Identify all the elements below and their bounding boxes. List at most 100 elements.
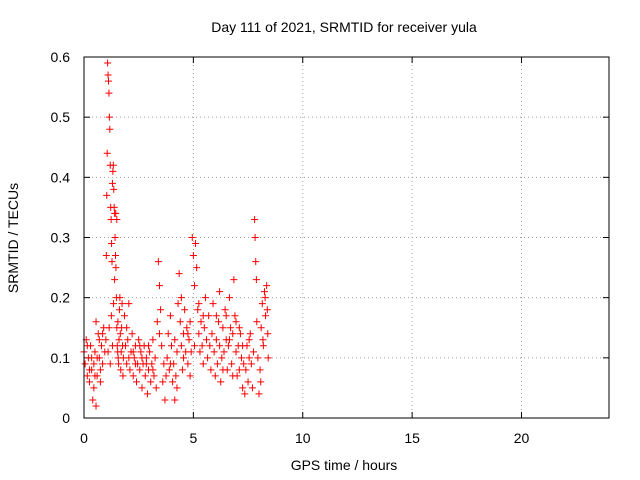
data-point [129,372,137,380]
data-point [158,342,166,350]
data-point [104,348,112,356]
data-point [105,77,112,85]
data-point [109,161,117,169]
data-point [185,336,193,344]
data-point [114,318,122,326]
data-point [198,342,206,350]
data-point [89,396,97,404]
data-point [166,360,174,368]
data-point [220,348,228,356]
data-point [113,215,121,223]
data-point [98,342,105,350]
axis-ticks: 0 0.1 0.2 0.3 0.4 0.5 0.6 0 5 10 15 20 [51,49,609,446]
data-point [96,366,104,374]
data-point [190,282,198,290]
data-point [187,348,195,356]
data-point [239,342,247,350]
data-point [104,71,112,79]
x-tick-label: 0 [80,430,88,446]
data-point [157,306,165,314]
data-point [225,336,233,344]
data-point [262,312,270,320]
data-point [244,378,252,386]
data-point [228,360,236,368]
data-point [105,89,113,97]
data-point [229,330,237,338]
data-point [235,324,243,332]
data-point [199,360,207,368]
data-point [245,336,253,344]
data-point [125,354,133,362]
data-point [231,312,239,320]
data-point [238,354,245,362]
data-point [136,342,144,350]
data-point [85,378,93,386]
data-point [155,330,163,338]
data-point [250,348,258,356]
data-point [126,366,134,374]
data-point [225,294,233,302]
data-point [166,312,174,320]
data-point [115,336,123,344]
data-point [115,360,123,368]
x-axis-label: GPS time / hours [291,457,398,473]
data-point [197,318,205,326]
data-point [203,336,210,344]
data-point [145,342,153,350]
data-point [209,300,217,308]
data-point [131,360,139,368]
data-point [107,312,115,320]
data-point [122,342,130,350]
data-point [210,348,218,356]
data-point [173,384,181,392]
data-point [255,390,263,398]
chart-title: Day 111 of 2021, SRMTID for receiver yul… [211,19,477,35]
data-point [103,191,111,199]
data-point [175,270,183,278]
data-point [153,318,161,326]
data-point [149,336,157,344]
data-point [136,366,144,374]
y-tick-label: 0.4 [51,169,71,185]
data-point [108,342,116,350]
data-point [263,306,271,314]
data-point [247,360,255,368]
data-point [230,276,238,284]
data-point [196,348,204,356]
data-point [133,378,140,386]
data-point [162,372,170,380]
data-point [235,366,243,374]
data-point [106,360,114,368]
data-point [227,324,235,332]
data-point [183,324,191,332]
data-point [83,372,91,380]
y-tick-label: 0.3 [51,230,71,246]
data-point [104,59,112,67]
plot-frame [83,56,610,419]
data-point [150,372,158,380]
data-point [180,354,188,362]
data-point [95,336,103,344]
data-point [258,300,266,308]
x-tick-label: 20 [514,430,530,446]
data-point [256,366,264,374]
data-point [164,330,172,338]
data-point [216,288,224,296]
data-point [239,384,247,392]
data-point [184,330,192,338]
data-point [112,252,119,260]
data-point [194,306,202,314]
data-point [208,330,216,338]
data-point [110,300,118,308]
data-point [111,276,119,284]
data-point [195,330,203,338]
data-point [173,348,181,356]
data-point [118,300,126,308]
data-point [99,360,107,368]
data-point [123,324,131,332]
data-point [260,288,268,296]
data-point [142,360,150,368]
data-point [105,324,113,332]
data-point [138,384,146,392]
